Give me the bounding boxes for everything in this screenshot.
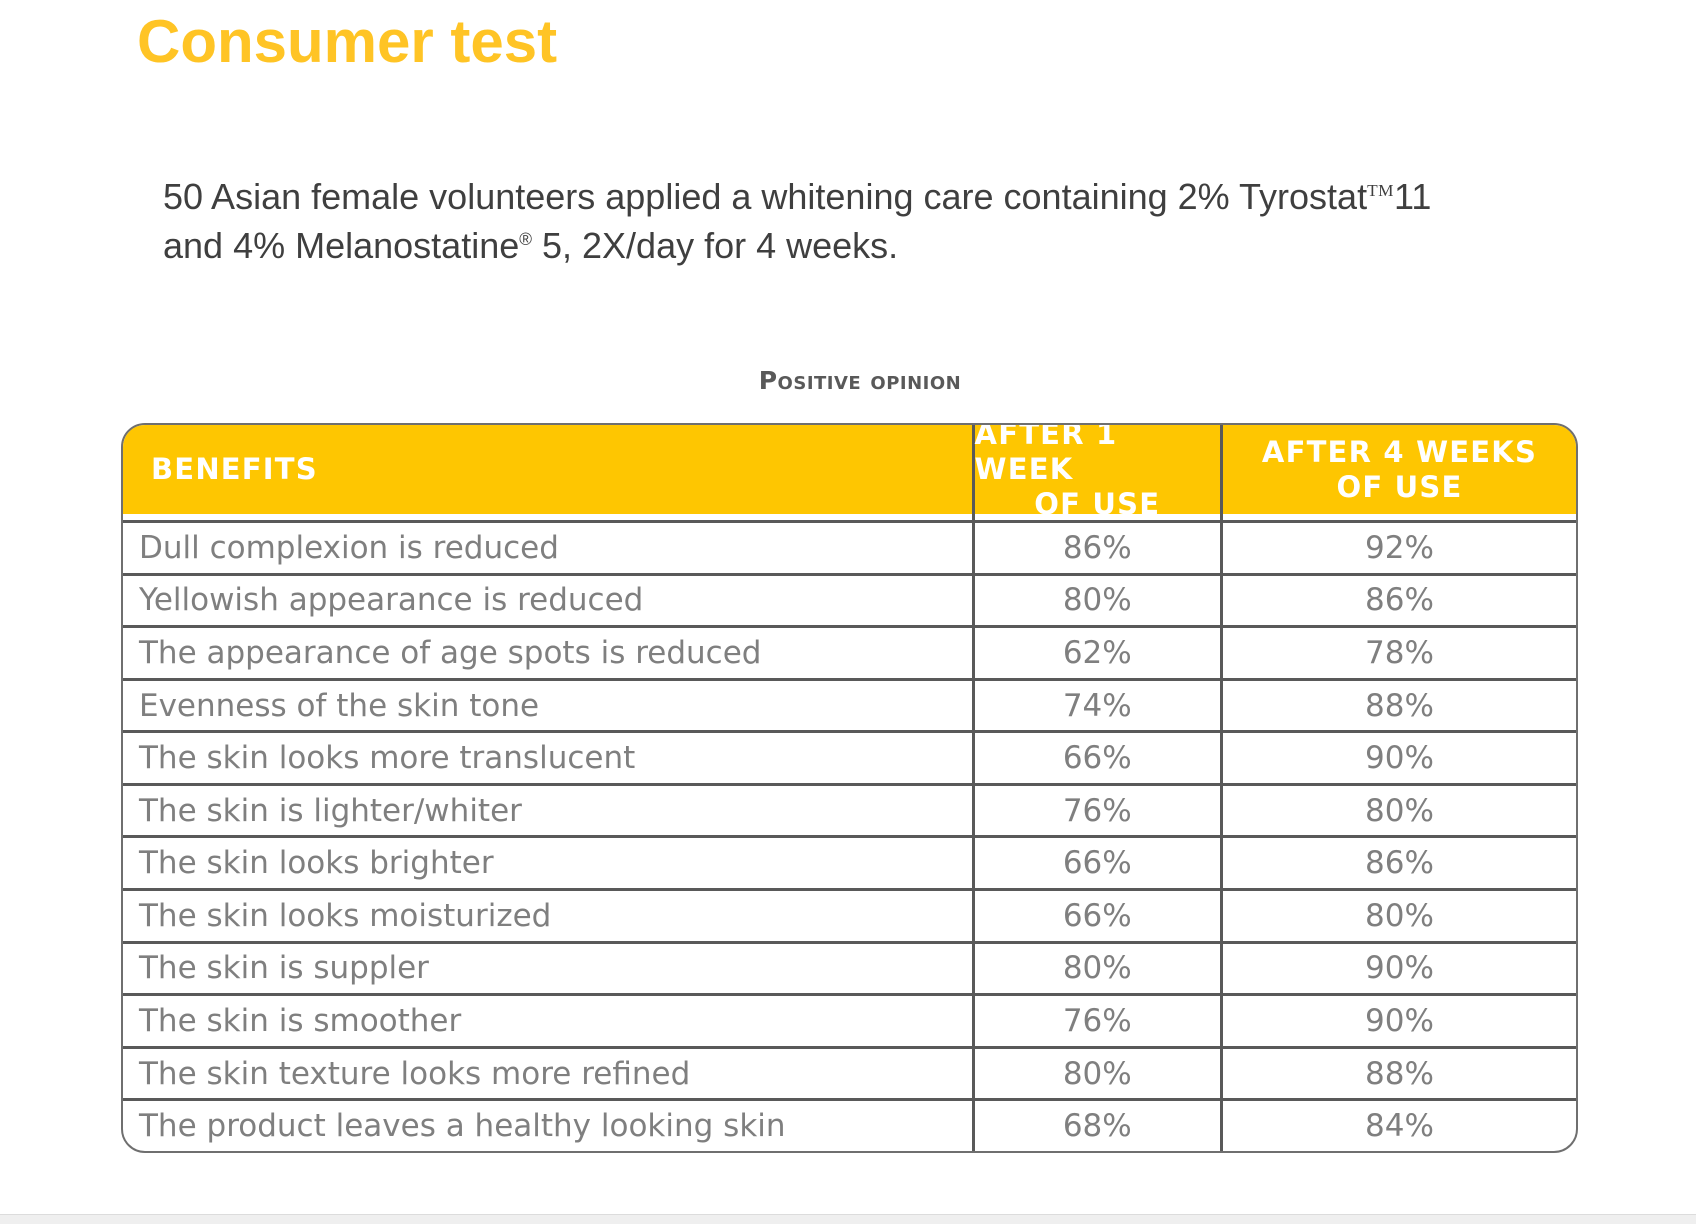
- header-after-1-week: AFTER 1 WEEK OF USE: [971, 423, 1220, 521]
- intro-text-segment: 50 Asian female volunteers applied a whi…: [163, 176, 1368, 217]
- table-row: The appearance of age spots is reduced 62…: [123, 625, 1576, 678]
- table-row: The skin looks moisturized 66% 80%: [123, 888, 1576, 941]
- benefit-cell: Dull complexion is reduced: [139, 529, 559, 566]
- header-line-1: AFTER 1 WEEK: [974, 423, 1118, 486]
- week1-value-cell: 62%: [971, 628, 1220, 678]
- week1-value-cell: 68%: [971, 1101, 1220, 1151]
- benefit-cell: Evenness of the skin tone: [139, 687, 540, 724]
- benefits-table: BENEFITS AFTER 1 WEEK OF USE AFTER 4 WEE…: [121, 423, 1578, 1153]
- week4-value-cell: 84%: [1220, 1101, 1576, 1151]
- benefit-cell: The skin is suppler: [139, 950, 429, 987]
- benefit-cell: The skin looks more translucent: [139, 740, 636, 777]
- benefit-cell: The skin texture looks more refined: [139, 1055, 691, 1092]
- header-benefits: BENEFITS: [151, 452, 318, 486]
- table-row: The skin texture looks more refined 80% 88…: [123, 1045, 1576, 1099]
- intro-text-segment: and 4% Melanostatine: [163, 225, 520, 266]
- trademark-superscript: TM: [1367, 181, 1394, 200]
- benefit-cell: The skin is smoother: [139, 1002, 462, 1039]
- week1-value-cell: 66%: [971, 838, 1220, 889]
- header-line-1: AFTER 4 WEEKS: [1261, 434, 1538, 469]
- week4-value-cell: 88%: [1220, 680, 1576, 731]
- week1-value-cell: 74%: [971, 680, 1220, 731]
- week1-value-cell: 76%: [971, 785, 1220, 836]
- gap-cell: [1220, 514, 1576, 520]
- table-row: Dull complexion is reduced 86% 92%: [123, 520, 1576, 573]
- intro-paragraph: 50 Asian female volunteers applied a whi…: [163, 172, 1431, 270]
- benefit-cell: The appearance of age spots is reduced: [139, 634, 762, 671]
- benefit-cell: The skin looks moisturized: [139, 897, 552, 934]
- benefit-cell: The skin is lighter/whiter: [139, 792, 522, 829]
- week4-value-cell: 78%: [1220, 628, 1576, 678]
- week4-value-cell: 88%: [1220, 1048, 1576, 1099]
- week1-value-cell: 66%: [971, 733, 1220, 783]
- gap-cell: [971, 514, 1220, 520]
- week4-value-cell: 86%: [1220, 575, 1576, 626]
- week4-value-cell: 90%: [1220, 996, 1576, 1046]
- page-title: Consumer test: [137, 8, 558, 75]
- week1-value-cell: 86%: [971, 523, 1220, 573]
- intro-line-2: and 4% Melanostatine® 5, 2X/day for 4 we…: [163, 221, 1431, 270]
- table-caption: Positive opinion: [758, 366, 962, 395]
- table-row: The skin looks more translucent 66% 90%: [123, 730, 1576, 783]
- week1-value-cell: 80%: [971, 575, 1220, 626]
- week1-value-cell: 80%: [971, 1048, 1220, 1099]
- week4-value-cell: 86%: [1220, 838, 1576, 889]
- header-after-4-weeks: AFTER 4 WEEKS OF USE: [1220, 425, 1576, 514]
- benefit-cell: Yellowish appearance is reduced: [139, 582, 644, 619]
- table-row: The skin is suppler 80% 90%: [123, 940, 1576, 994]
- intro-line-1: 50 Asian female volunteers applied a whi…: [163, 172, 1431, 221]
- week4-value-cell: 80%: [1220, 891, 1576, 941]
- week1-value-cell: 66%: [971, 891, 1220, 941]
- table-row: Evenness of the skin tone 74% 88%: [123, 677, 1576, 731]
- intro-text-segment: 5, 2X/day for 4 weeks.: [531, 225, 899, 266]
- week4-value-cell: 92%: [1220, 523, 1576, 573]
- benefit-cell: The skin looks brighter: [139, 845, 494, 882]
- week1-value-cell: 80%: [971, 943, 1220, 994]
- table-row: The product leaves a healthy looking ski…: [123, 1098, 1576, 1151]
- week4-value-cell: 90%: [1220, 733, 1576, 783]
- table-row: The skin is smoother 76% 90%: [123, 993, 1576, 1046]
- header-line-2: OF USE: [1336, 469, 1463, 504]
- table-row: The skin is lighter/whiter 76% 80%: [123, 782, 1576, 836]
- benefit-cell: The product leaves a healthy looking ski…: [139, 1108, 786, 1145]
- table-body: Dull complexion is reduced 86% 92% Yellowis…: [123, 520, 1576, 1151]
- week4-value-cell: 80%: [1220, 785, 1576, 836]
- intro-text-segment: 11: [1394, 176, 1432, 217]
- week4-value-cell: 90%: [1220, 943, 1576, 994]
- registered-superscript: ®: [519, 229, 532, 249]
- week1-value-cell: 76%: [971, 996, 1220, 1046]
- header-body-gap: [123, 514, 1576, 520]
- table-row: The skin looks brighter 66% 86%: [123, 835, 1576, 889]
- table-header-row: BENEFITS AFTER 1 WEEK OF USE AFTER 4 WEE…: [123, 423, 1576, 521]
- page-bottom-edge: [0, 1214, 1696, 1224]
- table-row: Yellowish appearance is reduced 80% 86%: [123, 572, 1576, 626]
